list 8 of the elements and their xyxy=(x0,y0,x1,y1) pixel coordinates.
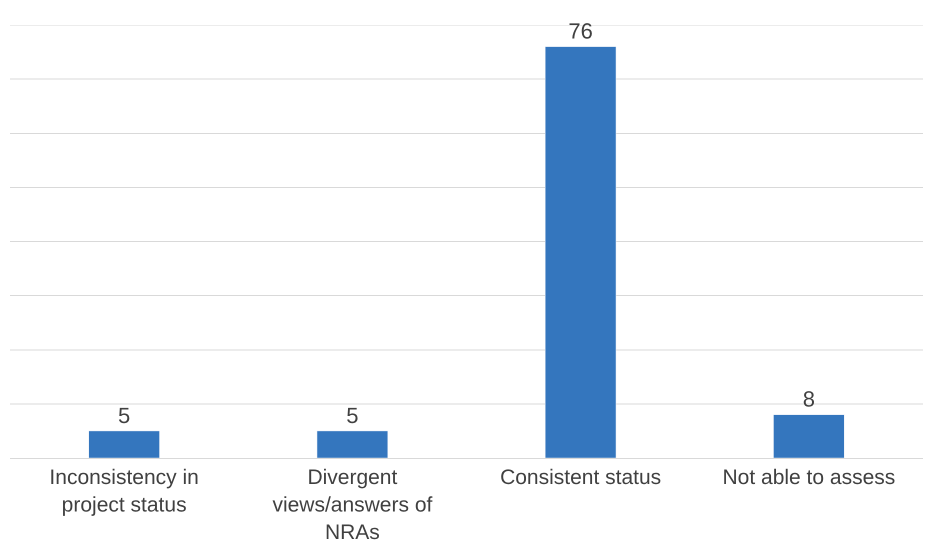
data-label: 5 xyxy=(346,402,358,428)
data-label: 76 xyxy=(568,18,593,44)
data-label: 8 xyxy=(802,386,815,412)
x-tick-label: Divergent views/answers of NRAs xyxy=(272,466,432,544)
data-label: 5 xyxy=(118,402,130,428)
x-tick-label: Inconsistency in project status xyxy=(49,466,199,516)
x-tick-label: Not able to assess xyxy=(722,466,896,490)
x-tick-label: Consistent status xyxy=(500,466,662,490)
